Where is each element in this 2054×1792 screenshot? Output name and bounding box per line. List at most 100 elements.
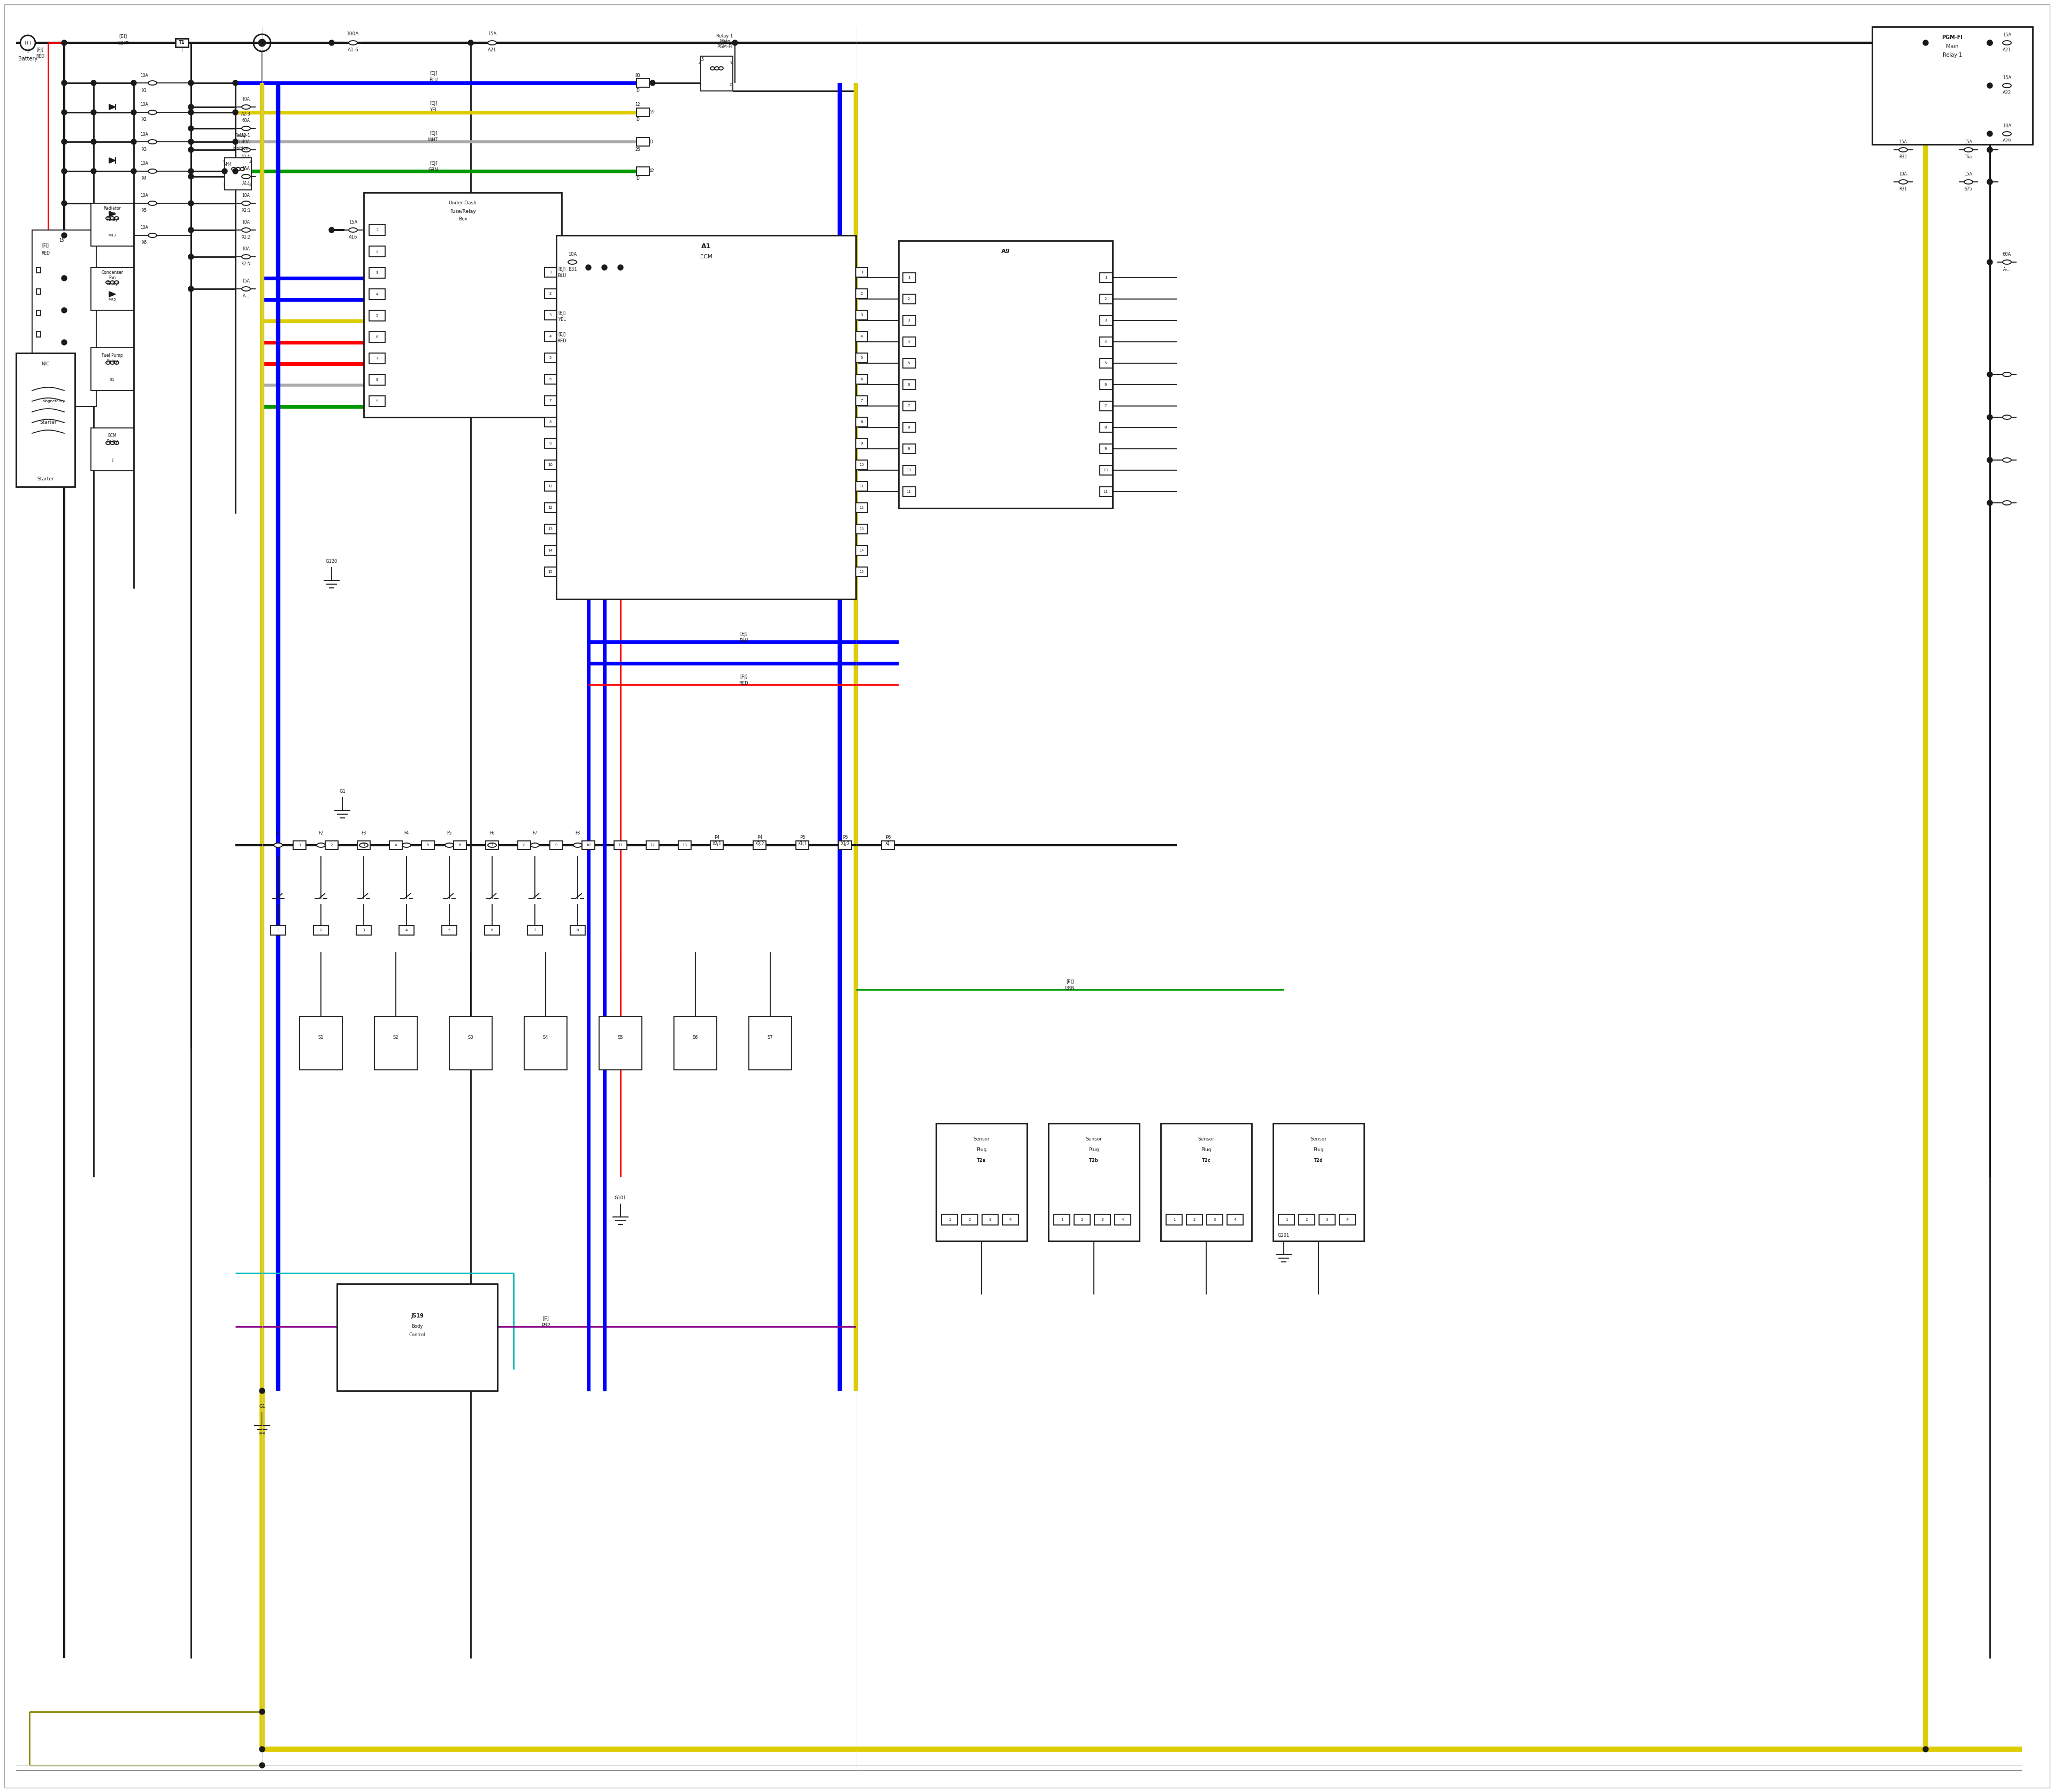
Bar [857,566,867,577]
Bar [90,428,134,471]
Text: G201: G201 [1278,1233,1290,1238]
Ellipse shape [148,168,156,174]
Text: [EJ]: [EJ] [739,674,748,679]
Text: 1: 1 [1105,276,1107,280]
Text: A9: A9 [1000,249,1011,254]
Bar [557,235,857,599]
Bar [1048,1124,1140,1242]
Bar [857,267,867,278]
Text: A1-6: A1-6 [347,48,359,52]
Text: A21: A21 [2003,48,2011,52]
Bar [904,294,916,305]
Bar [544,289,557,299]
Bar [614,840,626,849]
Text: Starter: Starter [37,477,53,482]
Bar [637,167,649,176]
Circle shape [259,1747,265,1753]
Ellipse shape [111,281,115,285]
Bar [857,332,867,340]
Bar [337,1283,497,1391]
Text: 12: 12 [635,102,641,108]
Text: 8: 8 [548,421,553,423]
Circle shape [222,168,228,174]
Text: S2: S2 [392,1036,398,1039]
Text: 2: 2 [908,297,910,301]
Text: 1: 1 [1286,1219,1288,1220]
Circle shape [131,140,136,145]
Bar [398,925,415,935]
Bar [937,1124,1027,1242]
Text: 42: 42 [649,168,655,174]
Text: 1: 1 [1060,1219,1064,1220]
Ellipse shape [242,228,251,233]
Text: 1: 1 [548,271,553,274]
Text: F8: F8 [575,831,579,835]
Text: 6: 6 [861,378,863,382]
Text: R31: R31 [1900,186,1908,192]
Ellipse shape [2003,131,2011,136]
Circle shape [62,168,68,174]
Circle shape [90,81,97,86]
Bar [454,840,466,849]
Circle shape [329,228,335,233]
Bar [1099,401,1113,410]
Circle shape [259,1389,265,1394]
Text: S5: S5 [618,1036,622,1039]
Circle shape [189,174,193,179]
Text: 2: 2 [1306,1219,1308,1220]
Text: 10A: 10A [140,226,148,231]
Text: RED: RED [557,339,567,342]
Ellipse shape [115,217,119,220]
Bar [1099,423,1113,432]
Bar [571,925,585,935]
Circle shape [1986,39,1992,45]
Text: X1:2: X1:2 [840,842,850,846]
Text: 8: 8 [577,928,579,932]
Text: 4: 4 [1121,1219,1124,1220]
Bar [442,925,456,935]
Bar [857,396,867,405]
Bar [37,375,41,380]
Text: P6: P6 [885,835,891,840]
Bar [904,423,916,432]
Text: 59: 59 [649,81,655,86]
Circle shape [259,1710,265,1715]
Bar [941,1215,957,1226]
Circle shape [189,81,193,86]
Circle shape [232,81,238,86]
Text: F3: F3 [362,831,366,835]
Text: 4: 4 [844,844,846,848]
Text: Control: Control [409,1333,425,1337]
Text: N/C: N/C [41,362,49,366]
Text: S3: S3 [468,1036,474,1039]
Bar [370,224,386,235]
Text: 7: 7 [491,844,493,848]
Text: 15A: 15A [242,280,251,283]
Circle shape [62,201,68,206]
Text: Plug: Plug [1089,1147,1099,1152]
Bar [421,840,433,849]
Text: 2: 2 [1080,1219,1082,1220]
Circle shape [1986,500,1992,505]
Text: X2:1: X2:1 [242,208,251,213]
Text: [EJ]: [EJ] [429,102,438,106]
Ellipse shape [242,174,251,179]
Ellipse shape [107,281,111,285]
Text: 15: 15 [60,238,64,244]
Text: 2: 2 [249,183,251,186]
Text: 12: 12 [859,505,865,509]
Text: 5: 5 [861,357,863,360]
Text: E1: E1 [111,378,115,382]
Circle shape [62,140,68,145]
Circle shape [131,168,136,174]
Text: P4: P4 [756,835,762,840]
Ellipse shape [1964,179,1972,185]
Text: F6: F6 [489,831,495,835]
Bar [544,545,557,556]
Circle shape [649,81,655,86]
Text: [EJ]: [EJ] [559,310,565,315]
Text: G1: G1 [259,1405,265,1409]
Bar [678,840,690,849]
Text: 10A: 10A [1900,172,1906,177]
Text: 3: 3 [908,319,910,323]
